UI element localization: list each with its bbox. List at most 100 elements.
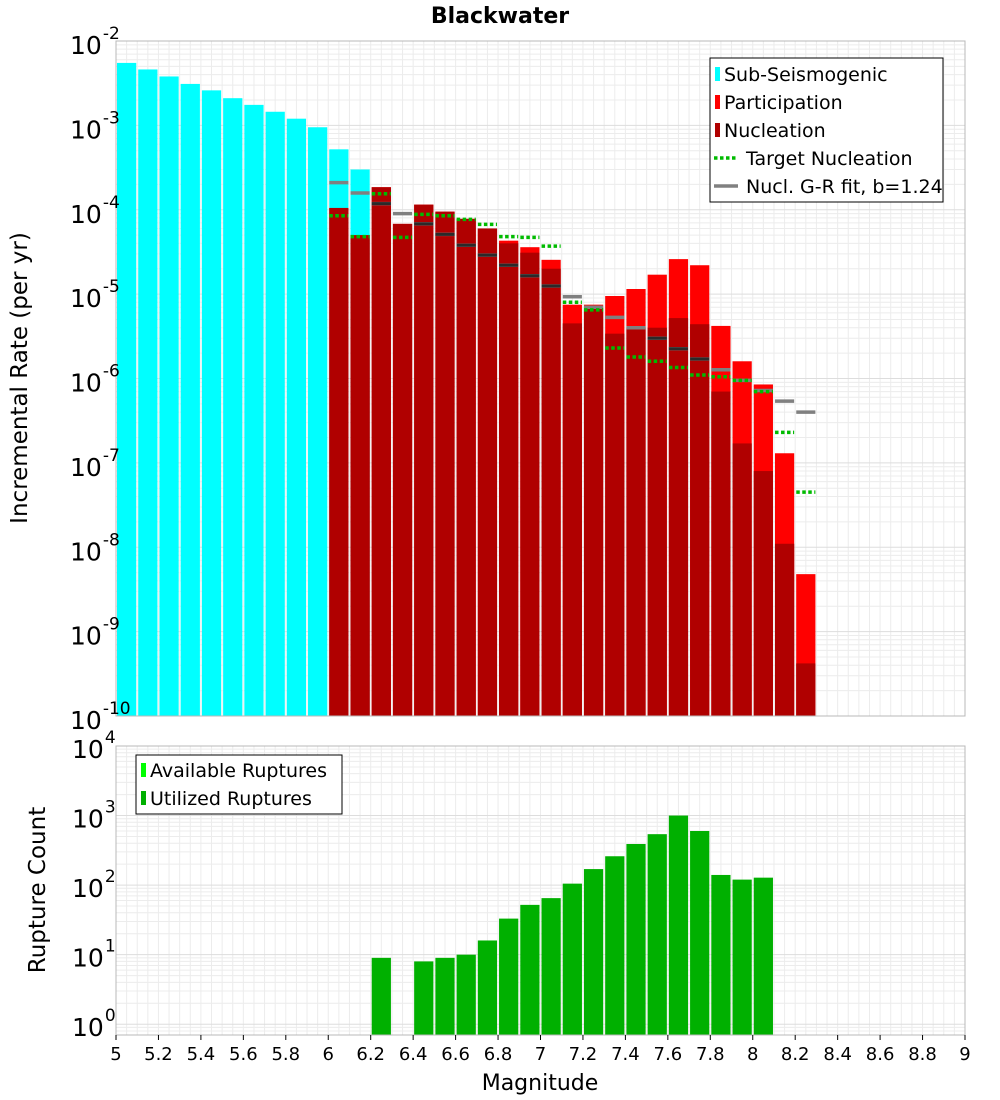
bottom-y-tick-exponent: 3 xyxy=(105,798,116,818)
top-bar-nucleation xyxy=(668,318,689,716)
top-bar-nucleation xyxy=(392,223,413,716)
x-tick-label: 6.8 xyxy=(484,1044,513,1065)
top-bar-nucleation xyxy=(605,333,625,716)
top-bar-nucleation xyxy=(371,187,391,716)
bottom-bar-utilized-ruptures xyxy=(562,883,582,1035)
top-y-tick-label: 10-9 xyxy=(70,615,120,651)
top-markers xyxy=(329,180,816,494)
top-y-axis-label: Incremental Rate (per yr) xyxy=(7,232,33,524)
bottom-bar-utilized-ruptures xyxy=(732,879,752,1035)
top-y-tick-label: 10-2 xyxy=(70,24,120,60)
x-tick-label: 6.4 xyxy=(399,1044,428,1065)
top-bar-nucleation xyxy=(647,327,667,716)
legend-label-sub-seismogenic: Sub-Seismogenic xyxy=(724,64,888,86)
top-legend: Sub-Seismogenic Participation Nucleation Ta… xyxy=(709,57,944,203)
top-bars xyxy=(117,62,816,717)
bottom-grid xyxy=(115,745,966,1036)
top-y-tick-exponent: -9 xyxy=(103,615,120,635)
bottom-y-tick-label: 100 xyxy=(72,1006,116,1042)
x-ticks: 5 5.2 5.4 5.6 5.8 6 6.2 6.4 6.6 6.8 7 7.2 7.4 7.6 7.8 8… xyxy=(110,1035,971,1065)
bottom-y-ticks: 1 0 4 103 102 101 100 xyxy=(72,728,116,1042)
top-y-tick-label: 10-5 xyxy=(70,277,120,313)
bottom-bar-utilized-ruptures xyxy=(541,898,561,1035)
x-tick-label: 7.2 xyxy=(569,1044,598,1065)
top-y-tick-exponent: -3 xyxy=(103,108,120,128)
x-tick-label: 6.2 xyxy=(356,1044,385,1065)
legend-label-available-ruptures: Available Ruptures xyxy=(150,760,327,782)
top-y-tick-label: 10-10 xyxy=(70,699,131,735)
top-y-tick-exponent: -2 xyxy=(103,24,120,44)
x-tick-label: 6 xyxy=(323,1044,334,1065)
legend-label-participation: Participation xyxy=(724,92,843,114)
top-bar-nucleation xyxy=(350,235,370,716)
legend-swatch-sub-seismogenic xyxy=(715,67,720,81)
bottom-bars xyxy=(371,815,773,1035)
top-bar-nucleation xyxy=(456,218,476,716)
bottom-bar-utilized-ruptures xyxy=(371,957,391,1035)
x-axis-label: Magnitude xyxy=(482,1071,599,1096)
bottom-legend: Available Ruptures Utilized Ruptures xyxy=(135,754,343,815)
x-tick-label: 7.6 xyxy=(654,1044,683,1065)
top-legend-box xyxy=(709,57,944,203)
top-y-tick-exponent: -5 xyxy=(103,277,120,297)
bottom-y-axis-label: Rupture Count xyxy=(25,807,51,973)
bottom-y-tick-exponent: 4 xyxy=(105,728,116,748)
top-bar-sub-seismogenic xyxy=(223,98,243,716)
legend-swatch-participation xyxy=(715,95,720,109)
bottom-bar-utilized-ruptures xyxy=(690,830,710,1035)
top-y-tick-label: 10-6 xyxy=(70,362,120,398)
top-y-tick-label: 10-3 xyxy=(70,108,120,144)
top-bar-nucleation xyxy=(774,543,795,716)
bottom-bar-utilized-ruptures xyxy=(583,869,604,1035)
bottom-bar-utilized-ruptures xyxy=(435,957,455,1035)
x-tick-label: 5.8 xyxy=(271,1044,300,1065)
top-bar-nucleation xyxy=(520,252,540,716)
x-tick-label: 8.6 xyxy=(866,1044,895,1065)
bottom-bar-utilized-ruptures xyxy=(626,844,646,1035)
bottom-legend-box xyxy=(135,754,343,815)
x-tick-label: 8.8 xyxy=(908,1044,937,1065)
legend-label-nucleation: Nucleation xyxy=(724,120,826,142)
top-bar-sub-seismogenic xyxy=(244,104,264,717)
top-bar-sub-seismogenic xyxy=(286,118,307,716)
top-bar-nucleation xyxy=(690,324,710,716)
x-tick-label: 5 xyxy=(110,1044,121,1065)
top-y-tick-exponent: -4 xyxy=(103,193,120,213)
top-bar-nucleation xyxy=(711,391,731,716)
top-bar-nucleation xyxy=(626,327,646,716)
top-y-tick-exponent: -10 xyxy=(103,699,131,719)
bottom-bar-utilized-ruptures xyxy=(477,940,498,1035)
top-bar-sub-seismogenic xyxy=(117,62,137,716)
bottom-y-tick-exponent: 0 xyxy=(105,1006,116,1026)
x-tick-label: 8 xyxy=(747,1044,758,1065)
legend-swatch-utilized-ruptures xyxy=(141,791,146,805)
x-tick-label: 8.2 xyxy=(781,1044,810,1065)
top-bar-nucleation xyxy=(477,228,498,716)
bottom-bar-utilized-ruptures xyxy=(668,815,689,1035)
top-bar-sub-seismogenic xyxy=(138,69,158,716)
bottom-bar-utilized-ruptures xyxy=(456,954,476,1035)
top-bar-sub-seismogenic xyxy=(180,83,200,716)
top-y-tick-exponent: -7 xyxy=(103,446,120,466)
bottom-y-tick-label: 103 xyxy=(72,798,116,834)
bottom-bar-utilized-ruptures xyxy=(605,856,625,1035)
legend-label-target-nucleation: Target Nucleation xyxy=(745,148,913,170)
x-tick-label: 8.4 xyxy=(823,1044,852,1065)
bottom-bar-utilized-ruptures xyxy=(711,874,731,1035)
legend-swatch-available-ruptures xyxy=(141,763,146,777)
top-y-tick-label: 10-8 xyxy=(70,530,120,566)
bottom-bar-utilized-ruptures xyxy=(753,877,773,1035)
top-bar-sub-seismogenic xyxy=(265,111,285,716)
legend-label-utilized-ruptures: Utilized Ruptures xyxy=(150,788,312,810)
bottom-bar-utilized-ruptures xyxy=(647,834,667,1035)
bottom-y-tick-label: 101 xyxy=(72,937,116,973)
bottom-y-tick-label: 102 xyxy=(72,867,116,903)
x-tick-label: 5.2 xyxy=(144,1044,173,1065)
bottom-bar-utilized-ruptures xyxy=(499,918,519,1035)
top-y-tick-exponent: -8 xyxy=(103,530,120,550)
x-tick-label: 6.6 xyxy=(441,1044,470,1065)
top-y-tick-label: 10-4 xyxy=(70,193,120,229)
top-bar-nucleation xyxy=(732,443,752,716)
top-y-tick-label: 10-7 xyxy=(70,446,120,482)
